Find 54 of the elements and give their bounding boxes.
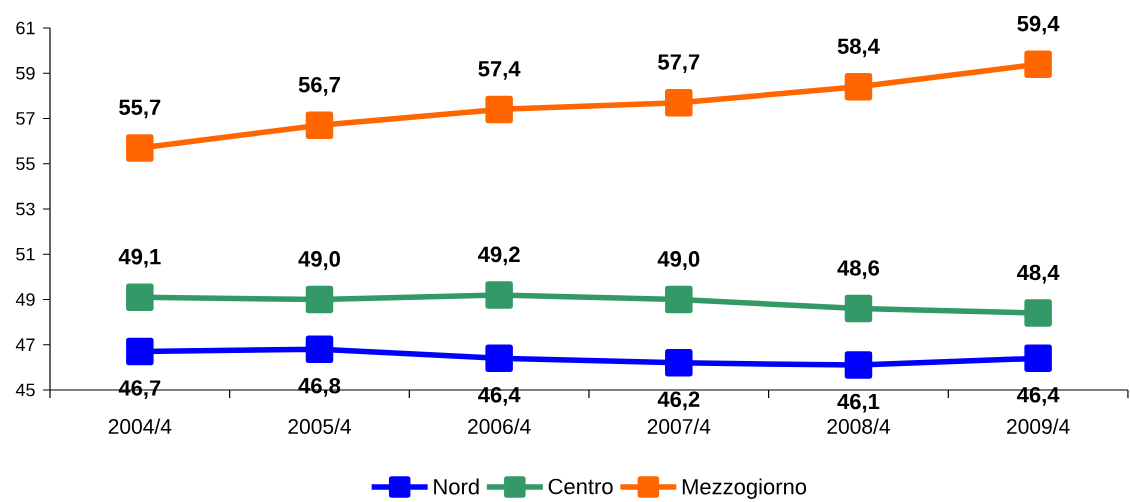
data-label: 55,7	[119, 99, 161, 119]
y-tick-label: 49	[15, 293, 35, 306]
point	[485, 95, 513, 124]
data-label: 57,4	[478, 61, 521, 80]
point	[844, 294, 873, 323]
point	[485, 281, 513, 309]
data-label: 58,4	[837, 38, 880, 58]
data-label: 49,0	[298, 251, 340, 270]
x-tick-label: 2004/4	[108, 418, 172, 434]
x-tick-label: 2008/4	[827, 418, 890, 434]
data-label: 46,7	[118, 380, 161, 399]
data-label: 46,4	[1017, 386, 1060, 406]
point	[305, 335, 334, 364]
x-tick-label: 2006/4	[468, 418, 531, 434]
y-tick-label: 45	[15, 383, 35, 397]
point	[126, 283, 154, 311]
y-tick-label: 51	[16, 247, 35, 261]
y-tick-label: 47	[15, 338, 35, 351]
y-tick-label: 59	[16, 66, 35, 80]
data-label: 48,6	[837, 260, 880, 279]
legend-label: Mezzogiorno	[682, 478, 807, 499]
point	[305, 111, 334, 140]
point	[1024, 299, 1052, 327]
point	[126, 134, 154, 162]
point	[844, 351, 873, 379]
data-label: 56,7	[298, 76, 340, 96]
x-tick-label: 2009/4	[1007, 418, 1070, 434]
point	[485, 344, 513, 373]
point	[665, 88, 693, 117]
data-label: 46,4	[478, 386, 521, 406]
y-tick-label: 57	[16, 112, 35, 125]
data-label: 48,4	[1017, 264, 1060, 284]
point	[126, 337, 154, 366]
legend-label: Centro	[548, 478, 613, 495]
data-label: 49,1	[118, 248, 161, 268]
x-tick-label: 2007/4	[647, 418, 711, 434]
data-label: 57,7	[658, 54, 700, 73]
x-tick-label: 2005/4	[288, 418, 351, 434]
y-tick-label: 55	[16, 157, 35, 171]
data-label: 46,8	[298, 377, 341, 397]
legend-label: Nord	[434, 478, 479, 495]
data-label: 59,4	[1017, 15, 1060, 35]
data-label: 49,0	[657, 251, 700, 270]
point	[844, 73, 873, 101]
data-label: 46,1	[837, 393, 880, 413]
y-tick-label: 53	[16, 202, 35, 216]
point	[305, 285, 334, 314]
point	[665, 285, 693, 314]
data-label: 46,2	[657, 391, 700, 411]
point	[1024, 344, 1052, 373]
point	[665, 349, 693, 377]
y-tick-label: 61	[16, 21, 35, 35]
data-label: 49,2	[478, 246, 520, 266]
point	[1024, 50, 1052, 78]
